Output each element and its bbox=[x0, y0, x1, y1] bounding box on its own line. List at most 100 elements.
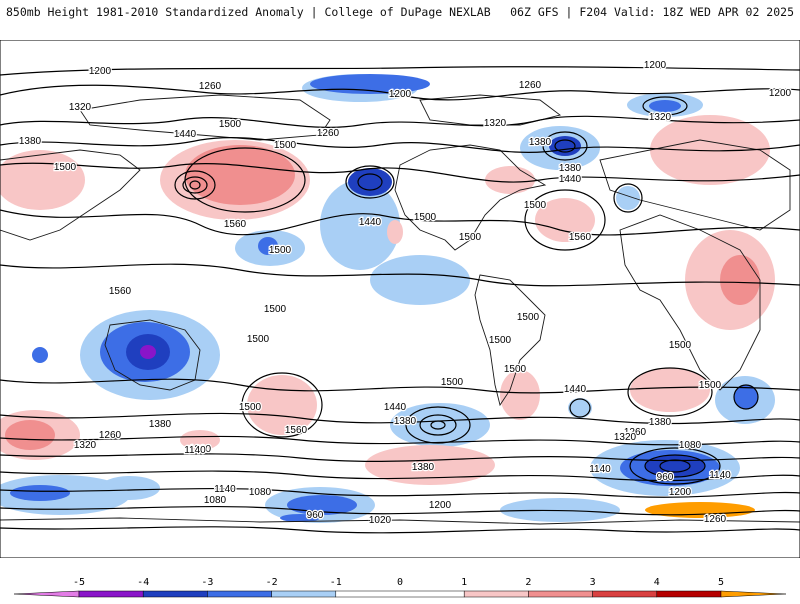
model-run-info: 06Z GFS | F204 Valid: 18Z WED APR 02 202… bbox=[510, 5, 794, 19]
colorbar-segment bbox=[528, 590, 593, 598]
closed-contour bbox=[659, 459, 691, 473]
colorbar-segment bbox=[78, 590, 144, 598]
closed-contour bbox=[189, 180, 201, 190]
contour-label: 1320 bbox=[614, 432, 637, 443]
anomaly-area bbox=[365, 445, 495, 485]
contour-line bbox=[0, 435, 800, 446]
anomaly-area bbox=[140, 345, 156, 359]
contour-labels: 1200 1260 1200 1320 1380 1440 1500 1500 1560 1500… bbox=[18, 59, 793, 528]
continent-outlines bbox=[0, 94, 800, 525]
coastline bbox=[394, 144, 547, 251]
anomaly-area bbox=[500, 498, 620, 522]
colorbar-svg: -5 -4 -3 -2 -1 0 1 2 3 4 5 bbox=[13, 577, 787, 598]
colorbar-right-tip bbox=[720, 590, 787, 598]
colorbar-segment bbox=[463, 590, 529, 598]
contour-line bbox=[0, 505, 800, 516]
contour-line bbox=[0, 115, 800, 128]
contour-label: 1200 bbox=[644, 60, 667, 71]
contour-label: 1500 bbox=[524, 200, 547, 211]
height-contours bbox=[0, 66, 800, 534]
contour-label: 1080 bbox=[204, 495, 227, 506]
contour-label: 1380 bbox=[559, 163, 582, 174]
colorbar-tick-label: 4 bbox=[654, 577, 660, 588]
colorbar-tick-label: 5 bbox=[718, 577, 724, 588]
anomaly-area bbox=[645, 502, 755, 518]
contour-label: 1380 bbox=[649, 417, 672, 428]
anomaly-area bbox=[100, 476, 160, 500]
colorbar: -5 -4 -3 -2 -1 0 1 2 3 4 5 bbox=[0, 570, 800, 600]
anomaly-area bbox=[549, 136, 581, 156]
anomaly-area bbox=[616, 186, 640, 210]
contour-label: 1260 bbox=[624, 427, 647, 438]
contour-label: 1200 bbox=[669, 487, 692, 498]
anomaly-shading bbox=[0, 74, 775, 523]
closed-contour bbox=[524, 189, 606, 251]
contour-label: 1080 bbox=[679, 440, 702, 451]
contour-label: 1380 bbox=[412, 462, 435, 473]
anomaly-area bbox=[568, 398, 592, 418]
closed-contour bbox=[733, 384, 759, 410]
anomaly-area bbox=[247, 375, 317, 435]
contour-label: 1320 bbox=[74, 440, 97, 451]
contour-label: 1500 bbox=[274, 140, 297, 151]
anomaly-area bbox=[348, 168, 392, 196]
colorbar-left-tip bbox=[13, 590, 80, 598]
contour-label: 1200 bbox=[89, 66, 112, 77]
contour-label: 1260 bbox=[317, 128, 340, 139]
anomaly-area bbox=[734, 385, 758, 409]
contour-label: 1380 bbox=[529, 137, 552, 148]
contour-label: 1200 bbox=[189, 444, 212, 455]
contour-label: 1020 bbox=[369, 515, 392, 526]
closed-contour bbox=[554, 139, 576, 153]
closed-contour bbox=[357, 173, 383, 191]
closed-contour bbox=[629, 447, 721, 485]
header-bar: 850mb Height 1981-2010 Standardized Anom… bbox=[0, 0, 800, 22]
anomaly-area bbox=[0, 150, 85, 210]
contour-label: 1380 bbox=[394, 416, 417, 427]
contour-label: 1500 bbox=[414, 212, 437, 223]
contour-label: 1500 bbox=[489, 335, 512, 346]
contour-label: 1500 bbox=[441, 377, 464, 388]
colorbar-segments bbox=[13, 590, 787, 598]
contour-label: 1500 bbox=[504, 364, 527, 375]
contour-label: 1140 bbox=[709, 470, 731, 481]
contour-label: 1200 bbox=[429, 500, 452, 511]
anomaly-area bbox=[500, 370, 540, 420]
contour-label: 1500 bbox=[239, 402, 262, 413]
anomaly-area bbox=[387, 220, 403, 244]
anomaly-map: 1200 1260 1200 1320 1380 1440 1500 1500 1560 1500… bbox=[0, 40, 800, 558]
contour-label: 1500 bbox=[699, 380, 722, 391]
contour-label: 1440 bbox=[174, 129, 197, 140]
contour-label: 1140 bbox=[184, 445, 206, 456]
coastline bbox=[79, 94, 331, 141]
contour-label: 1560 bbox=[569, 232, 592, 243]
contour-line bbox=[0, 66, 800, 76]
contour-line bbox=[0, 209, 800, 236]
map-title: 850mb Height 1981-2010 Standardized Anom… bbox=[6, 5, 491, 19]
coastline bbox=[0, 149, 141, 241]
closed-contour bbox=[430, 420, 446, 430]
closed-contour bbox=[642, 96, 688, 116]
anomaly-area bbox=[258, 237, 278, 255]
contour-label: 1320 bbox=[649, 112, 672, 123]
anomaly-area bbox=[185, 145, 295, 205]
anomaly-area bbox=[720, 255, 760, 305]
contour-label: 1500 bbox=[269, 245, 292, 256]
coastline bbox=[474, 274, 546, 407]
contour-line bbox=[0, 84, 800, 101]
contour-label: 1440 bbox=[384, 402, 407, 413]
colorbar-tick-label: -4 bbox=[137, 577, 149, 588]
contour-label: 1440 bbox=[564, 384, 587, 395]
contour-line bbox=[0, 412, 800, 425]
contour-label: 1440 bbox=[359, 217, 382, 228]
contour-label: 1380 bbox=[19, 136, 42, 147]
anomaly-area bbox=[280, 514, 320, 522]
contour-label: 1500 bbox=[54, 162, 77, 173]
contour-label: 1200 bbox=[389, 89, 412, 100]
coastline bbox=[619, 214, 761, 391]
contour-label: 1260 bbox=[199, 81, 222, 92]
contour-line bbox=[0, 470, 800, 482]
contour-label: 1260 bbox=[704, 514, 727, 525]
anomaly-area bbox=[390, 403, 490, 447]
contour-label: 1080 bbox=[249, 487, 272, 498]
